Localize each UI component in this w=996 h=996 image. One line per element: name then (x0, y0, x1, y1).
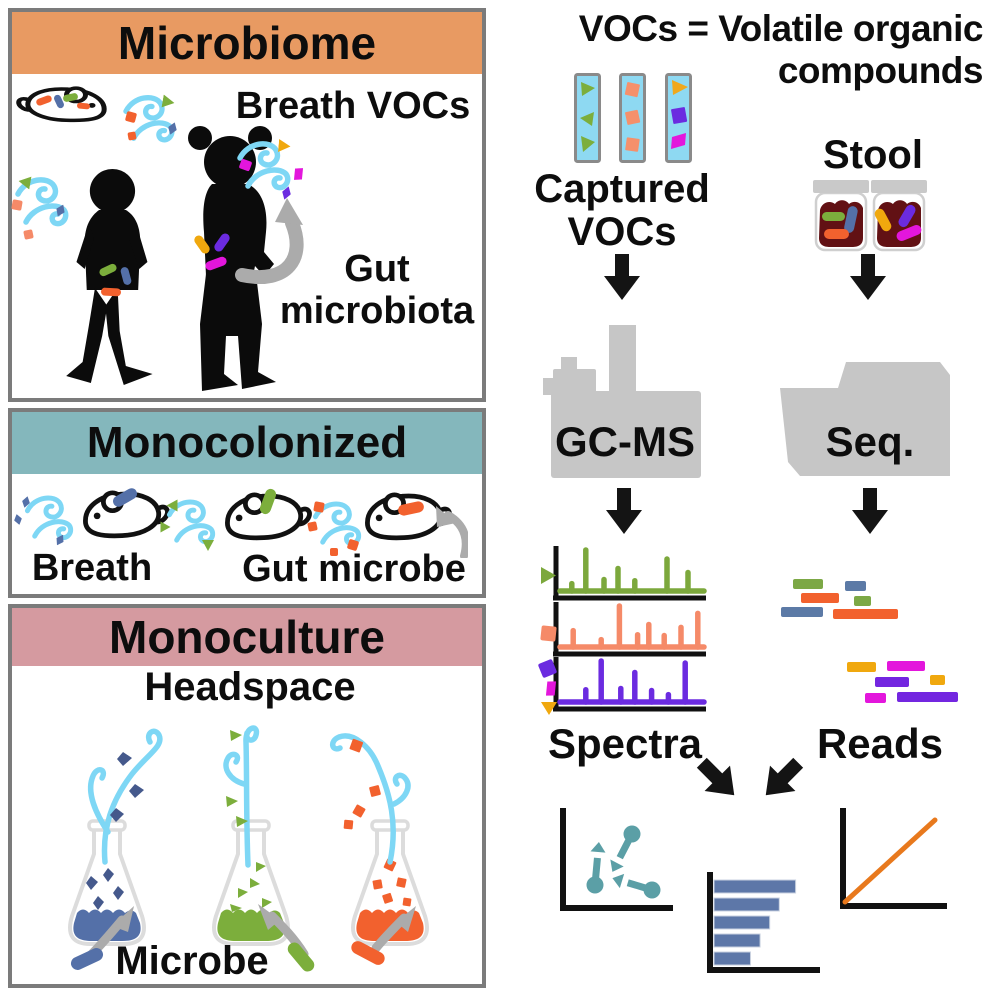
down-arrow-icon (850, 254, 886, 300)
sorbent-tube-icon (665, 73, 692, 163)
breath-swirl-icon (22, 492, 80, 544)
gut-line1: Gut (344, 248, 410, 290)
read-segment (833, 609, 898, 619)
gut-line2: microbiota (279, 290, 475, 332)
captured-line2: VOCs (567, 210, 677, 254)
headspace-label: Headspace (144, 665, 356, 709)
read-segment (854, 596, 871, 606)
read-segment (865, 693, 886, 703)
stool-label: Stool (823, 133, 923, 177)
gcms-spectrum-salmon (553, 602, 707, 657)
read-segment (781, 607, 823, 617)
read-segment (887, 661, 925, 671)
breath-label: Breath (31, 547, 153, 589)
microbe-label: Microbe (115, 939, 269, 983)
orange-square-icon (11, 199, 23, 211)
sequencing-reads-plot (770, 570, 970, 715)
microbe-pill-icon (76, 102, 91, 110)
read-segment (930, 675, 945, 685)
captured-vocs-label: Captured VOCs (518, 168, 726, 254)
monoculture-title: Monoculture (109, 611, 385, 663)
summary-scatter-plot (560, 808, 673, 911)
monocolonized-header: Monocolonized (12, 412, 482, 474)
read-segment (875, 677, 909, 687)
sorbent-tube-icon (574, 73, 601, 163)
orange-square-icon (23, 229, 34, 240)
microbiome-header: Microbiome (12, 12, 482, 74)
read-segment (845, 581, 866, 591)
read-segment (793, 579, 823, 589)
sequencer-instrument-icon (780, 362, 950, 476)
summary-line-chart (840, 808, 947, 909)
down-arrow-icon (852, 488, 888, 534)
headspace-tubes-overlay (70, 725, 416, 972)
orange-square-icon (330, 548, 338, 556)
vocs-definition-title: VOCs = Volatile organic compounds (505, 8, 984, 92)
salmon-square-icon (540, 625, 557, 642)
microbiome-title: Microbiome (117, 17, 377, 69)
down-arrow-icon (606, 488, 642, 534)
gcms-spectrum-purple (553, 657, 707, 712)
breath-vocs-label: Breath VOCs (235, 85, 471, 127)
boy-silhouette (66, 169, 153, 385)
orange-square-icon (127, 131, 137, 141)
gcms-instrument-icon (543, 325, 701, 478)
summary-bar-chart (707, 872, 820, 973)
read-segment (801, 593, 839, 603)
title-line1: VOCs = Volatile organic (578, 8, 984, 49)
title-line2: compounds (777, 50, 984, 91)
spectra-label: Spectra (547, 720, 703, 767)
curved-gray-arrow-icon (436, 506, 468, 558)
monoculture-header: Monoculture (12, 608, 482, 666)
read-segment (897, 692, 958, 702)
stool-jar-icon (813, 180, 927, 252)
monocolonized-title: Monocolonized (86, 418, 408, 467)
gut-microbiota-label: Gut microbiota (270, 248, 484, 332)
seq-label: Seq. (825, 418, 915, 465)
gut-microbe-label: Gut microbe (242, 548, 466, 590)
microbe-pill-icon (100, 287, 122, 297)
sorbent-tube-icon (619, 73, 646, 163)
curved-gray-arrow-icon (235, 198, 304, 284)
gcms-label: GC-MS (555, 418, 695, 465)
read-segment (847, 662, 876, 672)
gcms-spectrum-green (553, 546, 707, 601)
orange-square-icon (313, 501, 325, 513)
reads-label: Reads (816, 720, 944, 767)
captured-line1: Captured (534, 167, 710, 211)
orange-square-icon (307, 521, 318, 532)
down-arrow-icon (604, 254, 640, 300)
